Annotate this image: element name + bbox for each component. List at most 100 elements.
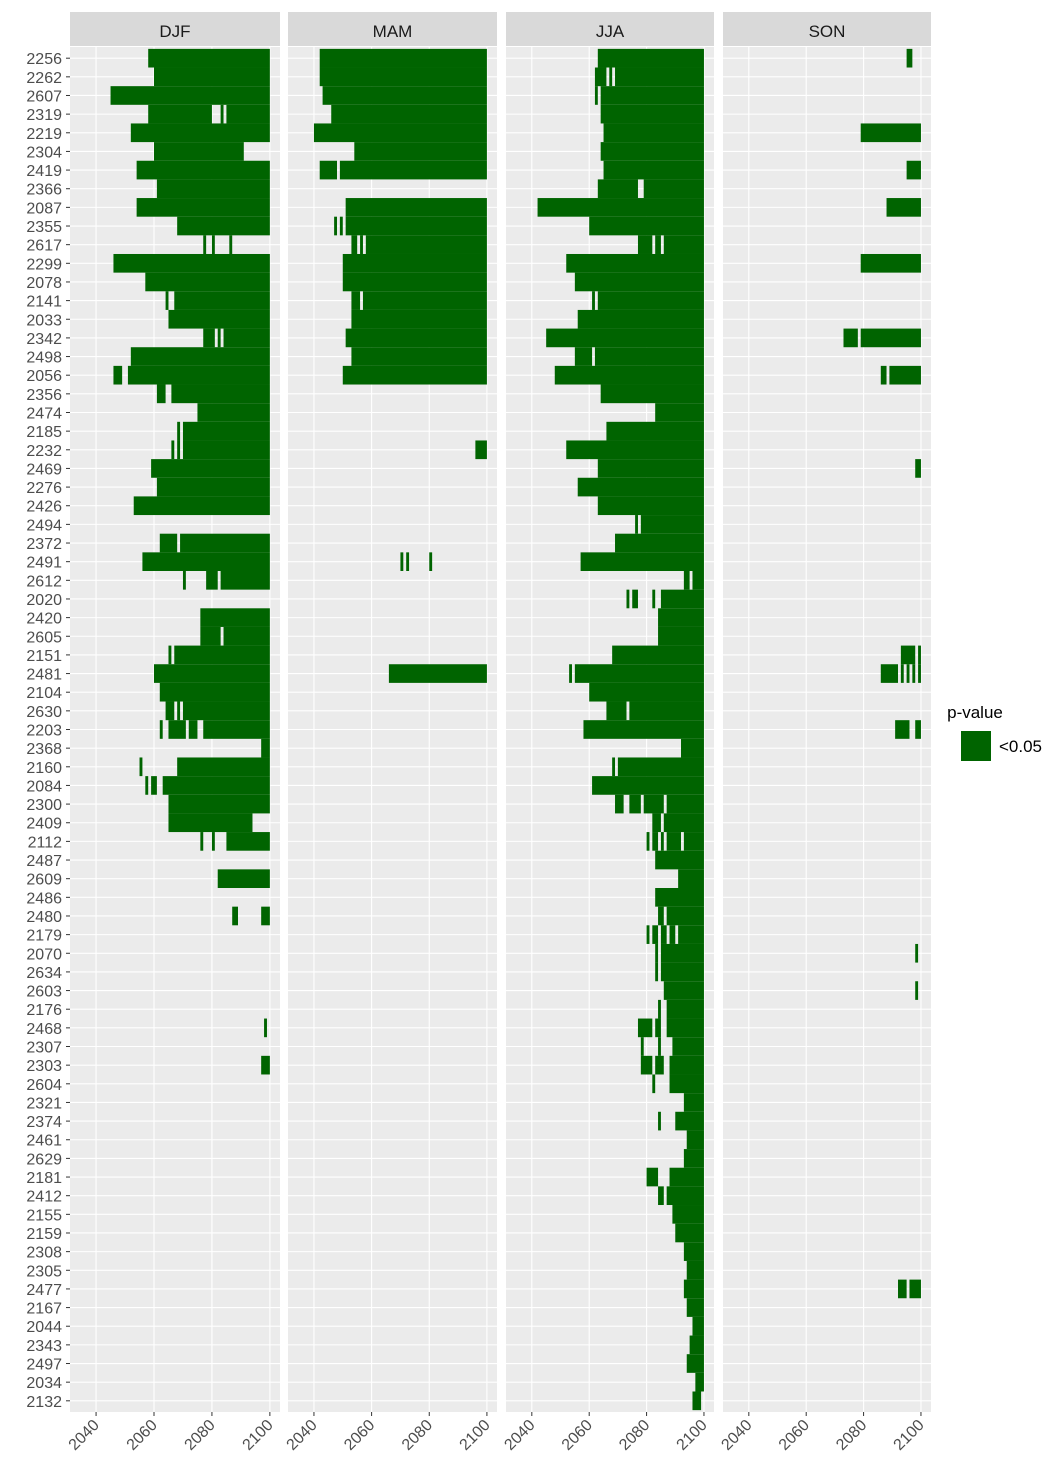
- y-tick-label: 2419: [26, 163, 62, 180]
- significant-segment: [592, 776, 704, 795]
- y-tick-label: 2155: [26, 1207, 62, 1224]
- significant-segment: [151, 459, 270, 478]
- significant-segment: [174, 291, 270, 310]
- y-tick-label: 2630: [26, 704, 62, 721]
- significant-segment: [658, 1186, 664, 1206]
- y-tick-label: 2481: [26, 667, 62, 684]
- strip-label: DJF: [159, 22, 190, 41]
- significant-segment: [113, 253, 270, 273]
- significant-segment: [546, 328, 704, 348]
- y-tick-label: 2474: [26, 405, 62, 422]
- y-tick-label: 2203: [26, 723, 62, 740]
- significant-segment: [666, 906, 704, 926]
- y-tick-label: 2034: [26, 1375, 62, 1392]
- y-tick-label: 2141: [26, 294, 62, 311]
- significant-segment: [663, 813, 704, 833]
- significant-segment: [640, 1055, 653, 1075]
- significant-segment: [342, 272, 487, 292]
- significant-segment: [226, 104, 270, 124]
- y-tick-label: 2303: [26, 1058, 62, 1075]
- significant-segment: [319, 67, 487, 87]
- y-tick-label: 2232: [26, 443, 62, 460]
- y-tick-label: 2607: [26, 88, 62, 105]
- significant-segment: [606, 701, 627, 721]
- y-tick-label: 2480: [26, 909, 62, 926]
- significant-segment: [345, 216, 487, 236]
- y-tick-label: 2356: [26, 387, 62, 404]
- y-tick-label: 2056: [26, 368, 62, 385]
- strip-background: [288, 12, 497, 46]
- significant-segment: [142, 552, 270, 571]
- significant-segment: [637, 1018, 653, 1038]
- significant-segment: [609, 67, 613, 87]
- significant-segment: [658, 608, 704, 627]
- significant-segment: [139, 757, 143, 777]
- significant-segment: [133, 496, 270, 516]
- significant-segment: [148, 48, 270, 68]
- y-tick-label: 2487: [26, 853, 62, 870]
- significant-segment: [666, 832, 682, 851]
- significant-segment: [640, 515, 704, 534]
- y-tick-label: 2486: [26, 890, 62, 907]
- significant-segment: [171, 440, 175, 460]
- significant-segment: [600, 86, 704, 105]
- significant-segment: [666, 999, 704, 1019]
- significant-segment: [182, 570, 186, 590]
- significant-segment: [334, 216, 338, 236]
- significant-segment: [915, 459, 921, 478]
- significant-segment: [345, 328, 487, 348]
- significant-segment: [182, 440, 270, 460]
- y-tick-label: 2497: [26, 1357, 62, 1374]
- y-tick-label: 2299: [26, 256, 62, 273]
- significant-segment: [658, 906, 664, 926]
- significant-segment: [678, 869, 704, 889]
- y-tick-label: 2262: [26, 70, 62, 87]
- significant-segment: [232, 906, 238, 926]
- significant-segment: [606, 421, 704, 441]
- significant-segment: [188, 720, 198, 739]
- significant-segment: [159, 533, 178, 553]
- significant-segment: [658, 1111, 661, 1131]
- significant-segment: [406, 552, 410, 571]
- legend-key: [961, 731, 991, 761]
- y-tick-label: 2151: [26, 648, 62, 665]
- significant-segment: [880, 365, 887, 385]
- significant-segment: [655, 1055, 664, 1075]
- significant-segment: [177, 216, 270, 236]
- significant-segment: [652, 832, 659, 851]
- significant-segment: [211, 235, 215, 254]
- significant-segment: [629, 701, 704, 721]
- significant-segment: [660, 832, 664, 851]
- y-tick-label: 2368: [26, 741, 62, 758]
- x-tick-label: 2080: [399, 1417, 436, 1454]
- significant-segment: [180, 533, 270, 553]
- significant-segment: [889, 365, 921, 385]
- y-tick-label: 2412: [26, 1189, 62, 1206]
- significant-segment: [597, 291, 704, 310]
- significant-segment: [692, 570, 704, 590]
- significant-segment: [683, 1279, 704, 1299]
- significant-segment: [683, 1149, 704, 1168]
- significant-segment: [217, 869, 270, 889]
- significant-segment: [686, 1298, 704, 1317]
- significant-segment: [880, 664, 899, 683]
- significant-segment: [156, 477, 270, 497]
- x-tick-label: 2060: [341, 1417, 378, 1454]
- significant-segment: [577, 309, 704, 329]
- significant-segment: [692, 1391, 702, 1411]
- significant-segment: [574, 664, 704, 683]
- significant-segment: [915, 720, 921, 739]
- significant-segment: [655, 403, 704, 422]
- significant-segment: [566, 253, 704, 273]
- y-tick-label: 2305: [26, 1263, 62, 1280]
- significant-segment: [632, 589, 638, 609]
- y-tick-label: 2159: [26, 1226, 62, 1243]
- significant-segment: [658, 1037, 661, 1056]
- x-tick-label: 2100: [674, 1417, 711, 1454]
- y-tick-label: 2112: [28, 834, 63, 851]
- y-tick-label: 2104: [26, 685, 62, 702]
- significant-segment: [177, 421, 181, 441]
- significant-segment: [612, 645, 704, 665]
- significant-segment: [351, 291, 361, 310]
- significant-segment: [660, 589, 704, 609]
